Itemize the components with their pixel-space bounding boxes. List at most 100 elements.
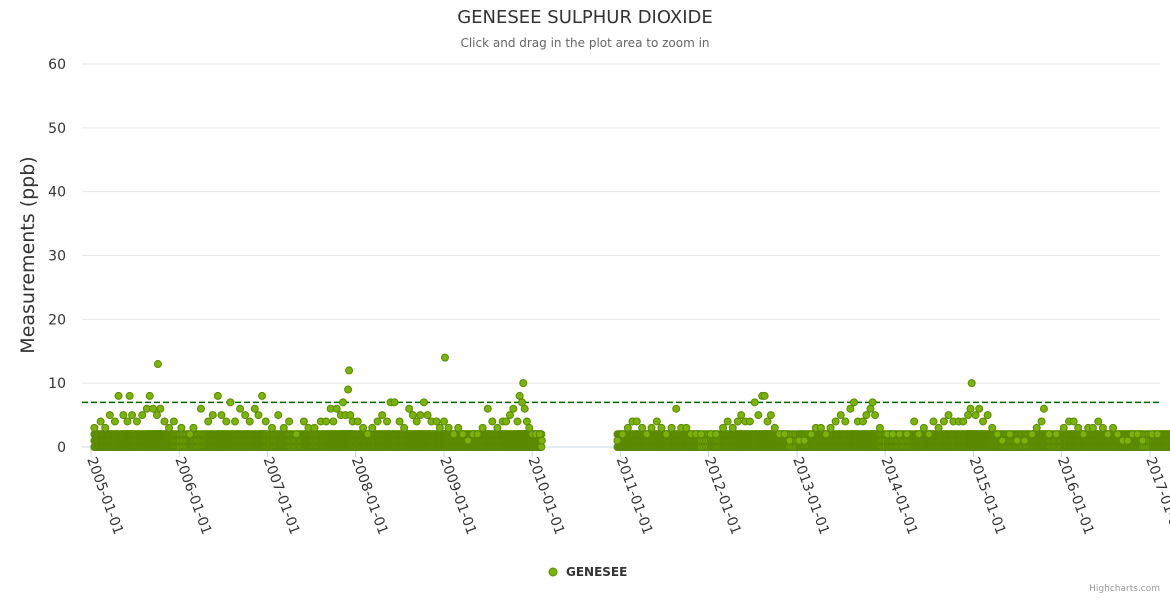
data-point[interactable]: [345, 366, 354, 375]
data-point[interactable]: [236, 404, 245, 413]
data-point[interactable]: [1045, 430, 1054, 439]
legend-item-genesee[interactable]: GENESEE: [566, 565, 627, 579]
data-point[interactable]: [1037, 417, 1046, 426]
data-point[interactable]: [405, 404, 414, 413]
data-point[interactable]: [189, 423, 198, 432]
data-point[interactable]: [408, 411, 417, 420]
data-point[interactable]: [138, 411, 147, 420]
data-point[interactable]: [1074, 423, 1083, 432]
data-point[interactable]: [850, 398, 859, 407]
data-point[interactable]: [754, 411, 763, 420]
data-point[interactable]: [841, 417, 850, 426]
data-point[interactable]: [440, 353, 449, 362]
data-point[interactable]: [208, 411, 217, 420]
data-point[interactable]: [1005, 430, 1014, 439]
data-point[interactable]: [1013, 436, 1022, 445]
data-point[interactable]: [862, 411, 871, 420]
data-point[interactable]: [1069, 417, 1078, 426]
data-point[interactable]: [310, 423, 319, 432]
data-point[interactable]: [213, 391, 222, 400]
data-point[interactable]: [231, 417, 240, 426]
data-point[interactable]: [299, 417, 308, 426]
data-point[interactable]: [1123, 436, 1132, 445]
data-point[interactable]: [1032, 423, 1041, 432]
data-point[interactable]: [831, 417, 840, 426]
data-point[interactable]: [836, 411, 845, 420]
data-point[interactable]: [979, 417, 988, 426]
data-point[interactable]: [785, 436, 794, 445]
data-point[interactable]: [226, 398, 235, 407]
data-point[interactable]: [160, 417, 169, 426]
data-point[interactable]: [719, 423, 728, 432]
data-point[interactable]: [988, 423, 997, 432]
data-point[interactable]: [322, 417, 331, 426]
data-point[interactable]: [412, 417, 421, 426]
data-point[interactable]: [373, 417, 382, 426]
data-point[interactable]: [353, 417, 362, 426]
data-point[interactable]: [169, 417, 178, 426]
data-point[interactable]: [966, 404, 975, 413]
data-point[interactable]: [463, 436, 472, 445]
data-point[interactable]: [939, 417, 948, 426]
data-point[interactable]: [868, 398, 877, 407]
data-point[interactable]: [488, 417, 497, 426]
data-point[interactable]: [1138, 436, 1147, 445]
data-point[interactable]: [400, 423, 409, 432]
data-point[interactable]: [128, 411, 137, 420]
data-point[interactable]: [254, 411, 263, 420]
data-point[interactable]: [667, 423, 676, 432]
data-point[interactable]: [204, 417, 213, 426]
data-point[interactable]: [745, 417, 754, 426]
data-point[interactable]: [339, 398, 348, 407]
credits-link[interactable]: Highcharts.com: [1089, 584, 1160, 594]
data-point[interactable]: [1059, 423, 1068, 432]
data-point[interactable]: [902, 430, 911, 439]
data-point[interactable]: [261, 417, 270, 426]
data-point[interactable]: [478, 423, 487, 432]
data-point[interactable]: [697, 430, 706, 439]
data-point[interactable]: [363, 430, 372, 439]
data-point[interactable]: [1098, 423, 1107, 432]
data-point[interactable]: [750, 398, 759, 407]
data-point[interactable]: [998, 436, 1007, 445]
data-point[interactable]: [329, 417, 338, 426]
data-point[interactable]: [123, 417, 132, 426]
data-point[interactable]: [1079, 430, 1088, 439]
data-point[interactable]: [632, 417, 641, 426]
data-point[interactable]: [454, 423, 463, 432]
data-point[interactable]: [449, 430, 458, 439]
data-point[interactable]: [723, 417, 732, 426]
data-point[interactable]: [763, 417, 772, 426]
data-point[interactable]: [250, 404, 259, 413]
data-point[interactable]: [858, 417, 867, 426]
data-point[interactable]: [440, 417, 448, 426]
data-point[interactable]: [149, 404, 158, 413]
data-point[interactable]: [623, 423, 632, 432]
data-point[interactable]: [285, 417, 294, 426]
data-point[interactable]: [186, 430, 195, 439]
data-point[interactable]: [279, 423, 288, 432]
data-point[interactable]: [780, 430, 789, 439]
data-point[interactable]: [807, 430, 816, 439]
data-point[interactable]: [1052, 430, 1061, 439]
data-point[interactable]: [444, 423, 453, 432]
data-point[interactable]: [537, 436, 546, 445]
data-point[interactable]: [483, 404, 492, 413]
data-point[interactable]: [1109, 423, 1118, 432]
data-point[interactable]: [826, 423, 835, 432]
data-point[interactable]: [924, 430, 933, 439]
data-point[interactable]: [395, 417, 404, 426]
data-point[interactable]: [1103, 430, 1112, 439]
data-point[interactable]: [1088, 423, 1097, 432]
data-point[interactable]: [657, 423, 666, 432]
data-point[interactable]: [513, 417, 522, 426]
data-point[interactable]: [145, 391, 154, 400]
data-point[interactable]: [944, 411, 953, 420]
data-point[interactable]: [821, 430, 830, 439]
data-point[interactable]: [493, 423, 502, 432]
data-point[interactable]: [766, 411, 775, 420]
legend[interactable]: GENESEE: [548, 565, 627, 579]
data-point[interactable]: [292, 430, 301, 439]
data-point[interactable]: [114, 391, 123, 400]
data-point[interactable]: [959, 417, 968, 426]
